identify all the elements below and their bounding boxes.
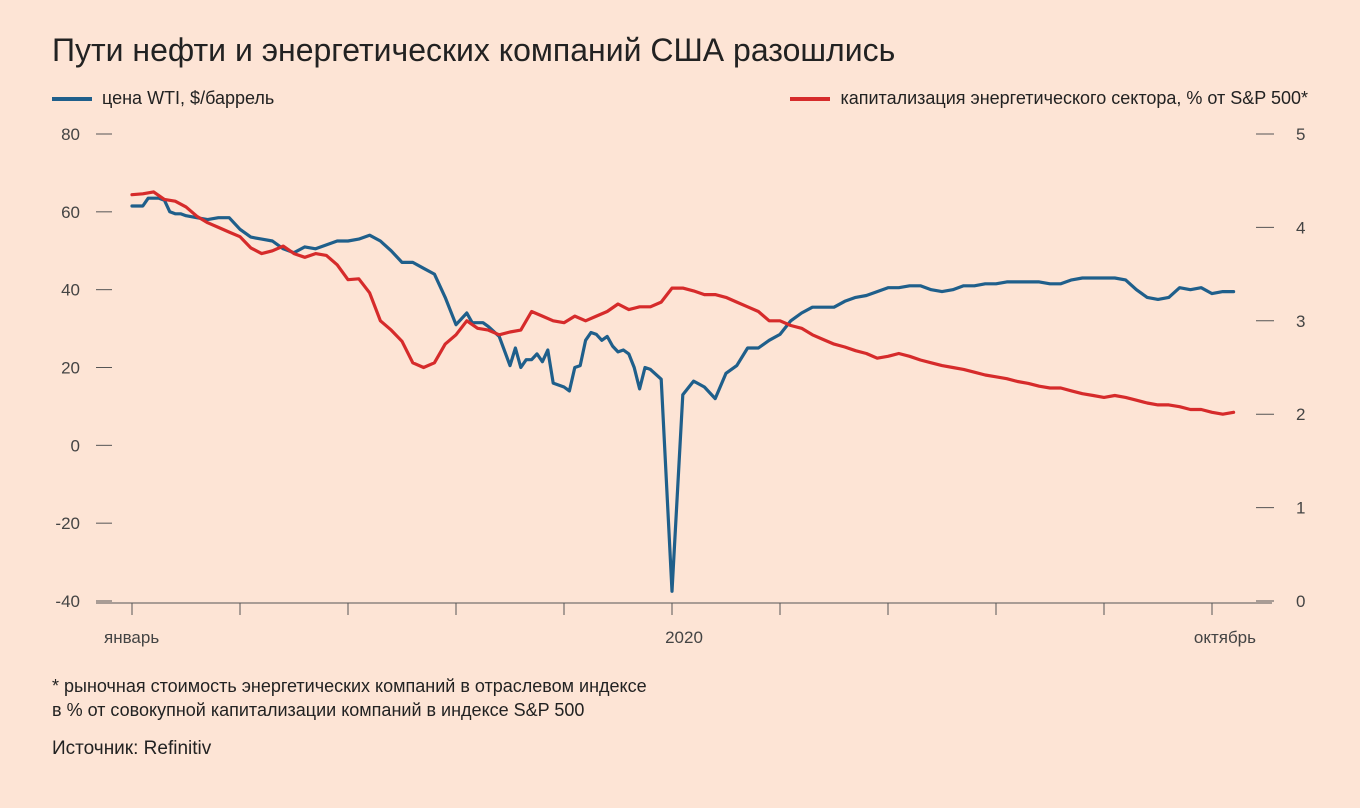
y-left-tick-label-6: -40	[55, 592, 80, 611]
legend-wti-label: цена WTI, $/баррель	[102, 88, 275, 108]
y-right-tick-label-4: 1	[1296, 499, 1305, 518]
y-right-tick-label-1: 4	[1296, 218, 1305, 237]
legend-energy-swatch	[790, 96, 831, 101]
y-left-tick-label-1: 60	[61, 203, 80, 222]
legend-energy-label: капитализация энергетического сектора, %…	[840, 88, 1308, 108]
series-line-energy	[130, 190, 1236, 416]
x-tick-label-0: январь	[104, 628, 159, 647]
y-left-tick-label-5: -20	[55, 514, 80, 533]
chart-title: Пути нефти и энергетических компаний США…	[52, 32, 896, 68]
y-left-tick-label-3: 20	[61, 359, 80, 378]
legend-wti: цена WTI, $/баррель	[52, 88, 274, 109]
source-note: Источник: Refinitiv	[52, 738, 212, 759]
y-right-tick-label-0: 5	[1296, 125, 1305, 144]
legend-wti-swatch	[52, 96, 92, 101]
y-left-tick-label-0: 80	[61, 125, 80, 144]
footnote-line-1: * рыночная стоимость энергетических комп…	[52, 676, 647, 696]
y-right-tick-label-5: 0	[1296, 592, 1305, 611]
y-left-tick-label-2: 40	[61, 281, 80, 300]
x-tick-label-2: октябрь	[1194, 628, 1256, 647]
legend-energy: капитализация энергетического сектора, %…	[790, 88, 1308, 109]
y-right-tick-label-2: 3	[1296, 312, 1305, 331]
y-left-tick-label-4: 0	[71, 436, 80, 455]
x-tick-label-1: 2020	[665, 628, 703, 647]
y-right-tick-label-3: 2	[1296, 405, 1305, 424]
footnote-line-2: в % от совокупной капитализации компаний…	[52, 700, 585, 720]
series-line-wti	[130, 196, 1236, 593]
